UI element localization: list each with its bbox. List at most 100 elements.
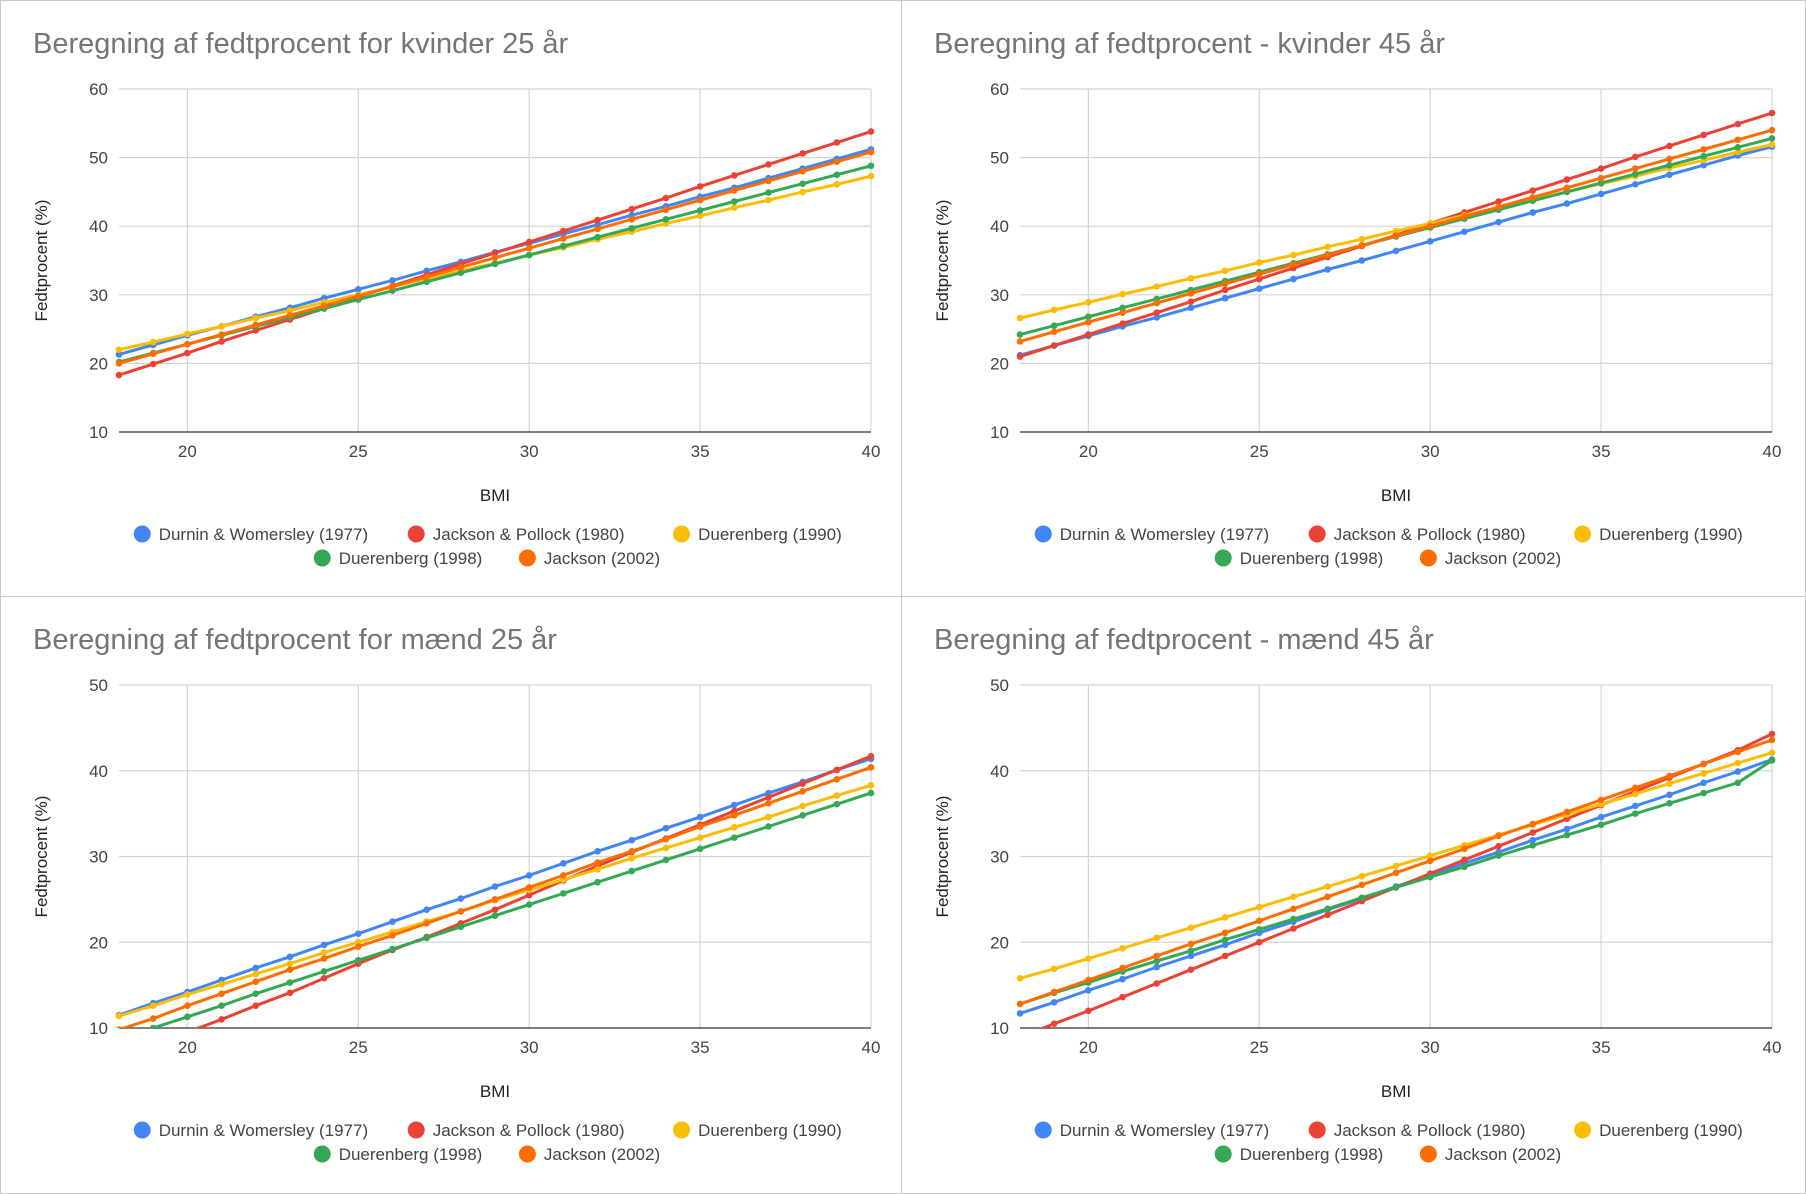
data-point	[423, 273, 430, 281]
legend-item-duerenberg-1998[interactable]: Duerenberg (1998)	[1214, 1145, 1384, 1164]
data-point	[833, 181, 841, 188]
data-point	[218, 980, 225, 988]
data-point	[867, 172, 875, 180]
legend-marker	[1419, 1145, 1437, 1163]
data-point	[1187, 966, 1195, 973]
legend: Durnin & Womersley (1977) Jackson & Pollo…	[1034, 525, 1743, 568]
legend-item-durnin-womersley-1977[interactable]: Durnin & Womersley (1977)	[1034, 1121, 1269, 1140]
y-tick-label: 40	[89, 762, 108, 781]
x-tick-label: 35	[1592, 1038, 1611, 1057]
legend-label: Duerenberg (1990)	[1599, 1121, 1743, 1140]
data-point	[184, 1002, 191, 1009]
series-duerenberg-1998	[148, 789, 875, 1028]
legend-marker	[1574, 1121, 1592, 1139]
legend-label: Jackson (2002)	[1445, 1145, 1561, 1164]
data-point	[833, 139, 841, 146]
data-point	[1255, 285, 1263, 292]
data-point	[1085, 331, 1092, 338]
data-point	[149, 350, 157, 358]
legend-label: Durnin & Womersley (1977)	[1060, 1121, 1269, 1140]
legend-item-jackson-2002[interactable]: Jackson (2002)	[1419, 1145, 1561, 1164]
y-tick-label: 30	[89, 286, 108, 305]
legend-item-duerenberg-1990[interactable]: Duerenberg (1990)	[1574, 525, 1743, 544]
data-point	[867, 148, 875, 156]
legend-item-durnin-womersley-1977[interactable]: Durnin & Womersley (1977)	[1034, 525, 1269, 544]
data-point	[1187, 275, 1195, 282]
data-point	[1153, 980, 1161, 987]
data-point	[628, 867, 636, 875]
data-point	[1187, 304, 1195, 312]
data-point	[696, 823, 704, 830]
legend-item-duerenberg-1990[interactable]: Duerenberg (1990)	[673, 525, 842, 544]
data-point	[1085, 299, 1092, 306]
data-point	[1290, 893, 1297, 901]
data-point	[354, 292, 362, 300]
data-point	[1529, 842, 1537, 849]
legend-marker	[518, 549, 536, 567]
data-point	[491, 254, 499, 262]
data-point	[1187, 947, 1195, 955]
chart-men-45: Beregning af fedtprocent - mænd 45 år 10 2…	[933, 624, 1781, 1164]
legend-item-durnin-womersley-1977[interactable]: Durnin & Womersley (1977)	[133, 525, 368, 544]
data-point	[1426, 852, 1434, 859]
data-point	[1495, 832, 1502, 840]
data-point	[354, 286, 362, 293]
x-tick-label: 25	[1250, 442, 1269, 461]
data-point	[1187, 924, 1195, 931]
data-point	[799, 180, 806, 187]
legend-item-jackson-2002[interactable]: Jackson (2002)	[518, 549, 660, 568]
legend-item-duerenberg-1998[interactable]: Duerenberg (1998)	[313, 549, 483, 568]
data-point	[560, 227, 567, 235]
data-point	[149, 1002, 157, 1009]
legend-item-jackson-2002[interactable]: Jackson (2002)	[518, 1145, 660, 1164]
data-point	[491, 912, 499, 919]
data-point	[1597, 165, 1605, 172]
chart-women-45: Beregning af fedtprocent - kvinder 45 år…	[933, 28, 1781, 568]
data-point	[1153, 314, 1161, 321]
legend-item-jackson-pollock-1980[interactable]: Jackson & Pollock (1980)	[407, 1121, 625, 1140]
data-point	[1221, 294, 1229, 302]
legend-item-duerenberg-1998[interactable]: Duerenberg (1998)	[1214, 549, 1384, 568]
data-point	[1768, 135, 1776, 142]
x-tick-label: 30	[520, 1038, 539, 1057]
legend-label: Durnin & Womersley (1977)	[159, 1121, 368, 1140]
data-point	[1461, 845, 1468, 853]
data-point	[1631, 170, 1639, 178]
legend-item-jackson-2002[interactable]: Jackson (2002)	[1419, 549, 1561, 568]
series-jackson-2002	[1016, 736, 1776, 1008]
legend-item-jackson-pollock-1980[interactable]: Jackson & Pollock (1980)	[1308, 525, 1526, 544]
data-point	[1700, 146, 1707, 153]
legend-item-duerenberg-1990[interactable]: Duerenberg (1990)	[1574, 1121, 1743, 1140]
data-point	[525, 244, 533, 252]
legend-item-duerenberg-1990[interactable]: Duerenberg (1990)	[673, 1121, 842, 1140]
data-point	[867, 789, 875, 797]
data-point	[1050, 342, 1058, 349]
data-point	[286, 312, 294, 319]
data-point	[799, 168, 806, 175]
legend-label: Jackson (2002)	[544, 1145, 660, 1164]
data-point	[286, 979, 294, 986]
legend-item-durnin-womersley-1977[interactable]: Durnin & Womersley (1977)	[133, 1121, 368, 1140]
legend-item-jackson-pollock-1980[interactable]: Jackson & Pollock (1980)	[407, 525, 625, 544]
data-point	[457, 269, 465, 277]
data-point	[696, 196, 704, 204]
data-point	[1050, 322, 1058, 329]
data-point	[423, 278, 430, 286]
legend-item-duerenberg-1998[interactable]: Duerenberg (1998)	[313, 1145, 483, 1164]
data-point	[1016, 974, 1024, 982]
data-point	[1529, 194, 1537, 201]
data-point	[799, 780, 806, 787]
legend-item-jackson-pollock-1980[interactable]: Jackson & Pollock (1980)	[1308, 1121, 1526, 1140]
data-point	[1768, 126, 1776, 134]
data-point	[833, 766, 841, 774]
data-point	[1495, 198, 1502, 205]
data-point	[730, 801, 738, 809]
data-point	[1734, 144, 1742, 151]
data-point	[594, 225, 601, 233]
data-point	[1290, 925, 1297, 932]
y-tick-label: 20	[990, 354, 1009, 373]
legend-label: Durnin & Womersley (1977)	[159, 525, 368, 544]
data-point	[696, 845, 704, 853]
legend-marker	[673, 1121, 691, 1139]
data-point	[1700, 131, 1707, 139]
